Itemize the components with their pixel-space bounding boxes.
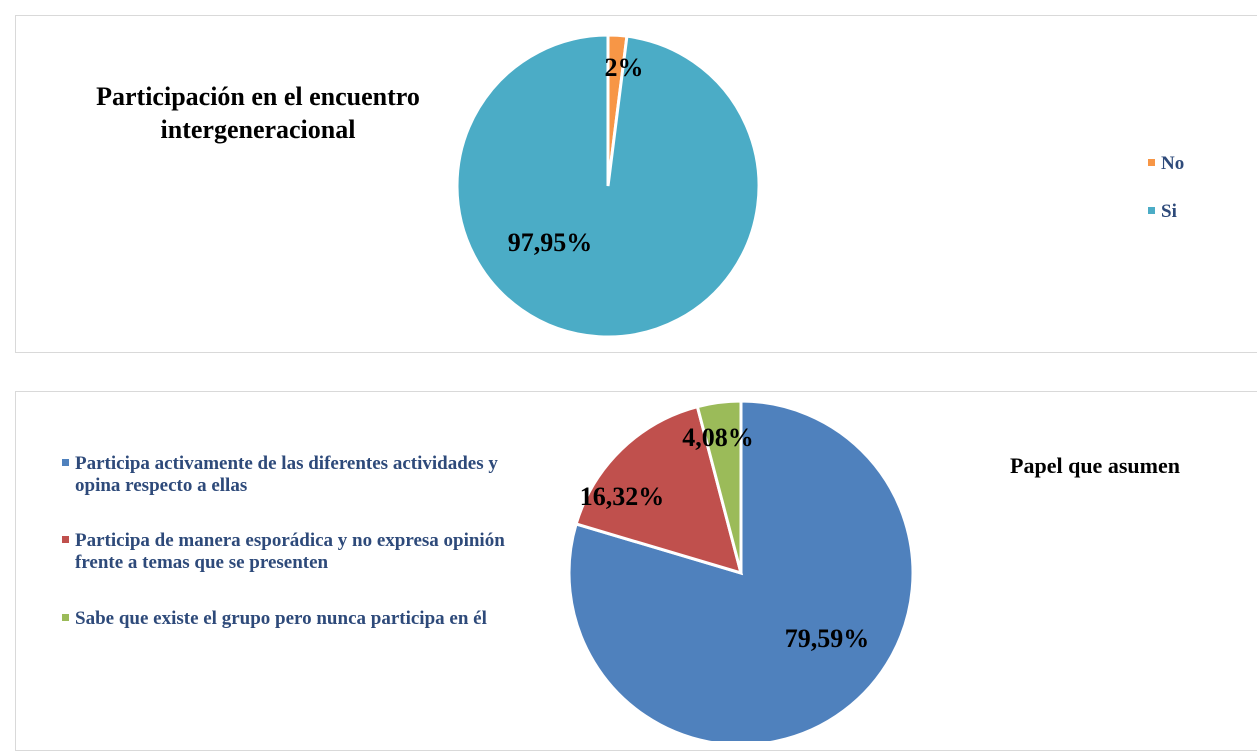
legend-item: Participa activamente de las diferentes … [62,453,505,497]
legend-label: Sabe que existe el grupo pero nunca part… [75,608,487,629]
chart-frame [15,15,1257,353]
pie [567,399,915,741]
legend-label: No [1161,153,1185,174]
legend-swatch [62,536,69,543]
data-label: 4,08% [682,423,754,452]
pie-slice [455,33,761,339]
chart-title: Participación en el encuentro intergener… [96,82,420,144]
data-label: 79,59% [785,624,870,653]
legend-item: Participa de manera esporádica y no expr… [62,530,505,574]
data-label: 97,95% [508,228,593,257]
pie [455,33,761,339]
legend-item: Sabe que existe el grupo pero nunca part… [62,608,505,630]
pie-slice [695,399,743,574]
legend-item: No [1148,153,1257,175]
legend-swatch [62,614,69,621]
chart-title: Papel que asumen [1010,453,1180,478]
pie-slice [574,404,744,576]
legend-label: Participa de manera esporádica y no expr… [75,530,505,573]
legend-swatch [62,459,69,466]
legend-swatch [1148,207,1155,214]
data-label: 2% [605,53,644,82]
legend-swatch [1148,159,1155,166]
legend-label: Participa activamente de las diferentes … [75,453,498,496]
legend-label: Si [1161,201,1177,222]
legend-item: Si [1148,201,1257,223]
data-label: 16,32% [580,482,665,511]
